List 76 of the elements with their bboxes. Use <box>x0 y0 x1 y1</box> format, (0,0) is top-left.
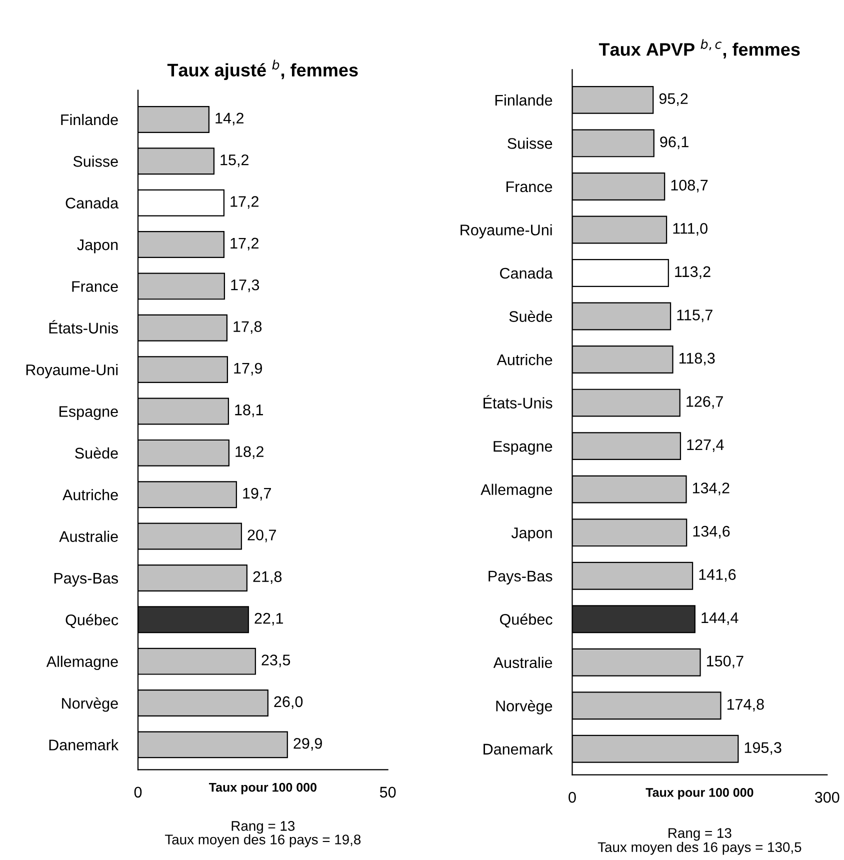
text: Taux moyen des 16 pays = 130,5 <box>598 842 802 855</box>
x-axis-title: Taux pour 100 000 <box>208 782 316 794</box>
y-tick-label: Autriche <box>62 489 118 500</box>
y-tick-label: Norvège <box>62 697 118 712</box>
y-tick-label: Japon <box>77 240 118 254</box>
y-tick-label: Suisse <box>508 138 552 149</box>
chart-title: Taux ajusté $^{b}$, femmes <box>167 60 358 80</box>
data-label: 115,7 <box>677 310 712 322</box>
data-label: 134,2 <box>692 482 730 496</box>
y-tick-label: Danemark <box>49 739 119 750</box>
y-tick-label: Australie <box>59 530 118 542</box>
data-label: 17,3 <box>231 279 260 292</box>
data-label: 126,7 <box>686 396 723 409</box>
data-label: 15,2 <box>220 154 248 168</box>
y-tick-label: Espagne <box>59 406 118 420</box>
data-label: 127,4 <box>687 439 724 452</box>
y-tick-label: France <box>72 281 118 292</box>
x-tick-label: 50 <box>380 786 396 798</box>
data-label: 96,1 <box>660 136 688 150</box>
y-tick-label: Espagne <box>494 441 552 455</box>
y-tick-label: États-Unis <box>484 395 552 408</box>
data-label: 113,2 <box>675 266 710 279</box>
y-tick-label: Finlande <box>495 94 552 106</box>
y-tick-label: Pays-Bas <box>54 572 118 587</box>
y-tick-label: Québec <box>66 614 118 628</box>
chart-title: Taux APVP $^{b,c}$, femmes <box>598 39 800 58</box>
data-label: 26,0 <box>274 696 303 709</box>
data-label: 174,8 <box>727 698 764 712</box>
y-tick-label: Suède <box>75 447 118 459</box>
y-tick-label: Allemagne <box>46 656 118 670</box>
data-label: 18,2 <box>236 446 264 459</box>
x-tick-label: 300 <box>814 792 840 803</box>
data-label: 95,2 <box>659 93 688 106</box>
text: Rang = 13 <box>232 821 295 834</box>
data-label: 17,9 <box>234 362 262 376</box>
data-label: 18,1 <box>235 404 263 418</box>
data-label: 17,2 <box>230 196 258 209</box>
y-tick-label: Suède <box>509 310 552 322</box>
y-tick-label: Suisse <box>73 156 118 167</box>
y-tick-label: France <box>506 181 552 192</box>
y-tick-label: Canada <box>66 197 119 209</box>
y-tick-label: Danemark <box>484 743 553 755</box>
y-tick-label: États-Unis <box>49 320 118 334</box>
y-tick-label: Australie <box>493 656 552 668</box>
y-tick-label: Finlande <box>61 114 118 126</box>
y-tick-label: Pays-Bas <box>488 570 552 585</box>
data-label: 14,2 <box>216 112 244 126</box>
y-tick-label: Québec <box>500 613 552 628</box>
data-label: 19,7 <box>243 488 271 501</box>
data-label: 144,4 <box>702 612 738 626</box>
data-label: 111,0 <box>673 223 708 236</box>
y-tick-label: Norvège <box>496 700 552 714</box>
y-tick-label: Royaume-Uni <box>460 224 552 238</box>
data-label: 134,6 <box>693 526 730 538</box>
x-tick-label: 0 <box>134 786 142 798</box>
x-axis-title: Taux pour 100 000 <box>646 788 754 800</box>
data-label: 17,8 <box>234 321 262 334</box>
y-tick-label: Japon <box>511 528 552 542</box>
text: Rang = 13 <box>668 828 732 841</box>
y-tick-label: Canada <box>500 267 553 279</box>
data-label: 21,8 <box>253 571 282 584</box>
data-label: 29,9 <box>294 738 322 751</box>
data-label: 108,7 <box>671 180 708 192</box>
data-label: 22,1 <box>254 612 283 626</box>
data-label: 150,7 <box>706 656 744 668</box>
text: Taux moyen des 16 pays = 19,8 <box>164 834 361 848</box>
data-label: 20,7 <box>248 530 276 542</box>
data-label: 195,3 <box>744 742 782 755</box>
data-label: 17,2 <box>230 238 258 250</box>
data-label: 118,3 <box>679 352 715 366</box>
y-tick-label: Royaume-Uni <box>26 364 118 378</box>
x-tick-label: 0 <box>568 792 576 803</box>
data-label: 23,5 <box>262 654 290 668</box>
y-tick-label: Allemagne <box>480 484 552 498</box>
y-tick-label: Autriche <box>496 354 552 366</box>
data-label: 141,6 <box>699 569 736 582</box>
